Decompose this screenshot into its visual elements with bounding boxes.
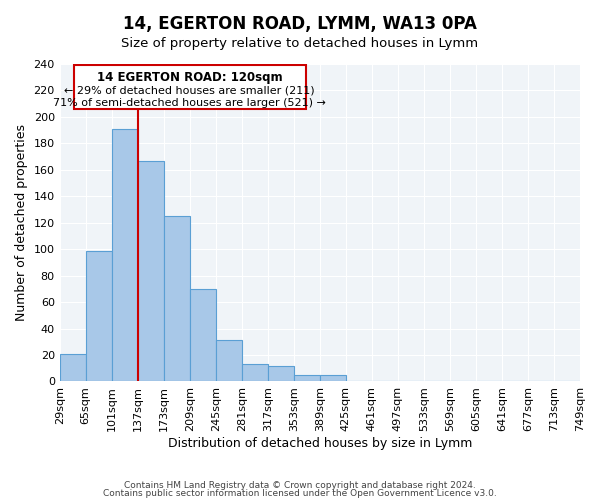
Bar bbox=[164, 216, 190, 382]
Text: Contains public sector information licensed under the Open Government Licence v3: Contains public sector information licen… bbox=[103, 488, 497, 498]
Bar bbox=[138, 160, 164, 382]
Text: Contains HM Land Registry data © Crown copyright and database right 2024.: Contains HM Land Registry data © Crown c… bbox=[124, 481, 476, 490]
Text: 71% of semi-detached houses are larger (521) →: 71% of semi-detached houses are larger (… bbox=[53, 98, 326, 108]
Bar bbox=[294, 375, 320, 382]
X-axis label: Distribution of detached houses by size in Lymm: Distribution of detached houses by size … bbox=[167, 437, 472, 450]
Text: ← 29% of detached houses are smaller (211): ← 29% of detached houses are smaller (21… bbox=[64, 85, 315, 95]
Bar bbox=[216, 340, 242, 382]
Bar bbox=[268, 366, 294, 382]
Bar bbox=[86, 250, 112, 382]
Text: Size of property relative to detached houses in Lymm: Size of property relative to detached ho… bbox=[121, 38, 479, 51]
FancyBboxPatch shape bbox=[74, 66, 305, 109]
Bar bbox=[59, 354, 86, 382]
Text: 14 EGERTON ROAD: 120sqm: 14 EGERTON ROAD: 120sqm bbox=[97, 70, 283, 84]
Bar bbox=[242, 364, 268, 382]
Bar bbox=[190, 289, 216, 382]
Bar bbox=[320, 375, 346, 382]
Bar bbox=[112, 129, 138, 382]
Text: 14, EGERTON ROAD, LYMM, WA13 0PA: 14, EGERTON ROAD, LYMM, WA13 0PA bbox=[123, 15, 477, 33]
Y-axis label: Number of detached properties: Number of detached properties bbox=[15, 124, 28, 321]
